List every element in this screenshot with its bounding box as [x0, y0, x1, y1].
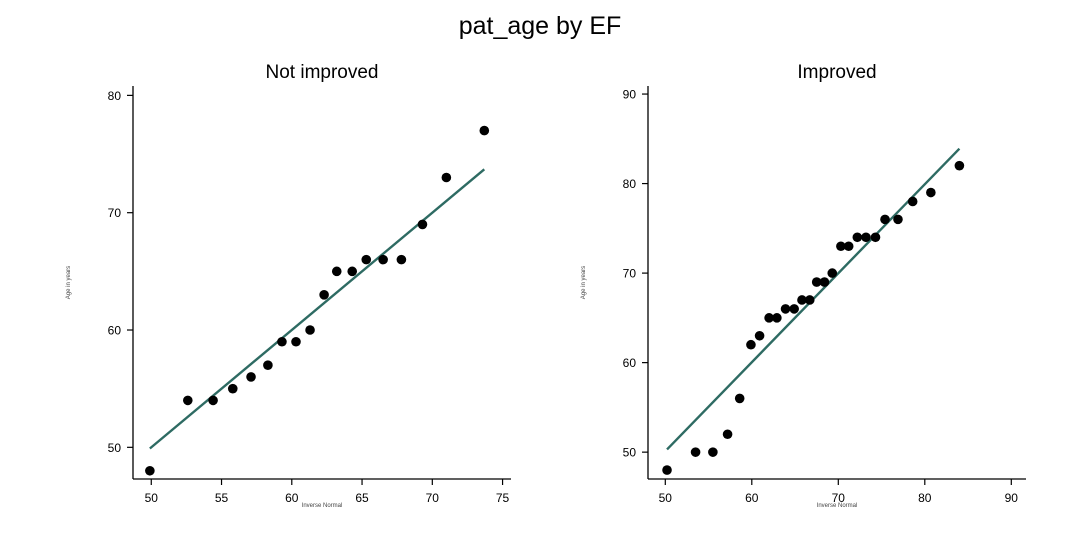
y-axis-label: Age in years [581, 266, 587, 299]
panel-not-improved: Not improved 50 60 70 80 50 55 60 65 70 75 Inverse … [66, 62, 511, 509]
data-point [690, 447, 701, 457]
y-tick-label: 60 [108, 324, 122, 338]
data-point [811, 277, 822, 287]
panel-title: Not improved [266, 62, 379, 83]
data-point [347, 266, 358, 277]
x-tick-label: 55 [215, 491, 229, 505]
data-point [227, 383, 238, 394]
reference-line [149, 168, 486, 450]
data-point [827, 268, 838, 278]
y-tick-label: 80 [108, 89, 122, 103]
x-tick-label: 65 [355, 491, 369, 505]
x-tick-label: 60 [285, 491, 299, 505]
data-point [789, 304, 799, 314]
data-point [954, 160, 965, 171]
x-tick-label: 70 [426, 491, 440, 505]
data-point [880, 214, 890, 225]
data-point [263, 360, 273, 371]
data-point [734, 393, 745, 404]
x-axis-label: Inverse Normal [817, 503, 858, 509]
data-point [804, 295, 815, 305]
data-point [479, 125, 490, 136]
x-axis-label: Inverse Normal [302, 503, 343, 509]
y-tick-label: 80 [623, 177, 637, 191]
data-point [319, 290, 329, 300]
y-tick-label: 50 [623, 446, 637, 460]
data-point [836, 241, 846, 252]
data-point [852, 232, 863, 243]
data-point [145, 465, 155, 476]
x-tick-label: 70 [832, 491, 846, 505]
data-point [183, 395, 193, 406]
data-point [361, 254, 372, 265]
data-point [772, 313, 782, 323]
data-point [754, 330, 765, 341]
data-point [893, 214, 903, 225]
data-point [746, 339, 756, 350]
y-axis-label: Age in years [66, 266, 72, 299]
y-tick-label: 60 [623, 356, 637, 370]
data-point [764, 313, 774, 323]
data-point [780, 304, 791, 314]
panel-title: Improved [797, 62, 876, 83]
figure-title: pat_age by EF [458, 12, 622, 40]
data-point [797, 295, 807, 305]
y-tick-label: 90 [623, 88, 637, 102]
x-tick-label: 60 [745, 491, 759, 505]
data-point [708, 447, 718, 457]
data-point [291, 336, 301, 347]
data-point [417, 219, 428, 230]
data-point [305, 325, 315, 335]
data-point [331, 266, 342, 277]
data-point [662, 465, 672, 475]
data-point [246, 372, 256, 382]
data-point [907, 196, 918, 207]
panel-improved: Improved 50 60 70 80 90 50 60 70 80 90 Inverse Norm… [581, 62, 1026, 509]
data-point [277, 336, 287, 347]
y-tick-label: 70 [108, 206, 122, 220]
x-tick-label: 90 [1005, 491, 1019, 505]
y-tick-label: 50 [108, 441, 122, 455]
data-point [396, 254, 407, 265]
data-point [861, 232, 871, 243]
x-tick-label: 80 [918, 491, 932, 505]
data-point [208, 395, 218, 406]
data-point [926, 187, 936, 198]
x-tick-label: 50 [659, 491, 673, 505]
y-tick-label: 70 [623, 267, 637, 281]
data-point [843, 241, 854, 252]
x-tick-label: 75 [496, 491, 510, 505]
data-point [441, 172, 452, 183]
data-point [819, 277, 830, 287]
data-point [722, 429, 733, 440]
data-point [378, 254, 388, 265]
data-point [870, 232, 881, 243]
x-tick-label: 50 [145, 491, 159, 505]
